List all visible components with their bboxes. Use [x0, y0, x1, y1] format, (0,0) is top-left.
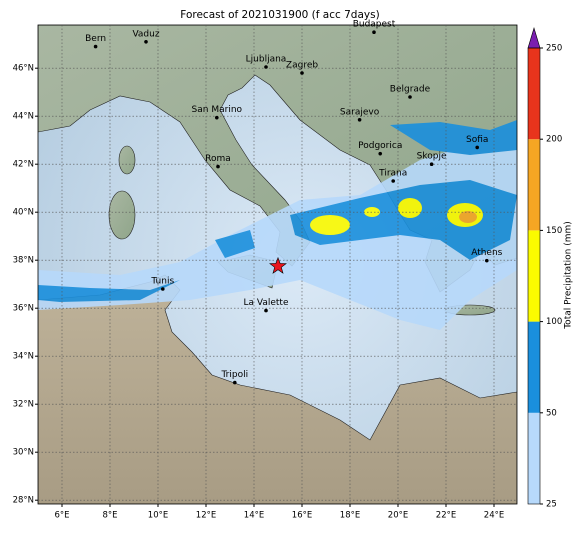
colorbar-segment — [528, 230, 540, 322]
y-tick-label: 28°N — [13, 496, 34, 506]
city-label: Budapest — [353, 20, 396, 30]
city-label: Athens — [471, 248, 502, 258]
city-label: Roma — [205, 154, 231, 164]
city-label: Sarajevo — [340, 107, 380, 117]
city-label: La Valette — [244, 298, 289, 308]
city-marker — [429, 162, 434, 166]
colorbar-label: Total Precipitation (mm) — [564, 221, 574, 330]
sardinia — [108, 190, 136, 240]
city-label: Sofia — [466, 135, 488, 145]
epicenter-star — [269, 256, 287, 274]
map-frame — [37, 24, 518, 505]
colorbar-tick-label: 100 — [546, 317, 562, 327]
city-marker — [216, 164, 220, 169]
colorbar-extend — [527, 26, 541, 49]
city-marker — [264, 308, 268, 313]
city-label: Vaduz — [132, 29, 159, 39]
map-title: Forecast of 2021031900 (f acc 7days) — [180, 9, 379, 21]
x-tick-label: 6°E — [54, 511, 69, 521]
city-label: Tunis — [150, 277, 174, 287]
city-marker — [233, 380, 237, 385]
y-tick-label: 40°N — [13, 208, 34, 218]
city-marker — [357, 118, 362, 122]
x-tick-label: 14°E — [244, 511, 264, 521]
x-tick-label: 8°E — [102, 511, 117, 521]
colorbar-segment — [528, 321, 540, 413]
y-tick-label: 42°N — [13, 160, 34, 170]
city-label: Tripoli — [220, 370, 248, 380]
y-tick-label: 38°N — [13, 256, 34, 266]
colorbar-frame — [527, 47, 541, 505]
colorbar-segment — [528, 412, 540, 504]
city-label: Podgorica — [358, 141, 402, 151]
x-tick-label: 12°E — [196, 511, 216, 521]
city-marker — [378, 151, 383, 156]
city-marker — [144, 40, 148, 44]
precipitation — [38, 120, 517, 330]
colorbar-tick-label: 150 — [546, 226, 562, 236]
city-label: Skopje — [417, 152, 447, 162]
x-tick-label: 16°E — [292, 511, 312, 521]
y-tick-label: 44°N — [13, 112, 34, 122]
corsica — [118, 145, 136, 175]
x-tick-label: 24°E — [484, 511, 504, 521]
x-tick-label: 20°E — [388, 511, 408, 521]
city-marker — [408, 95, 412, 99]
city-marker — [161, 287, 165, 291]
city-marker — [93, 44, 98, 49]
y-tick-label: 30°N — [13, 448, 34, 458]
x-tick-label: 10°E — [148, 511, 168, 521]
city-marker — [372, 30, 376, 34]
city-marker — [391, 179, 396, 183]
y-tick-label: 34°N — [13, 352, 34, 362]
city-label: San Marino — [192, 105, 243, 115]
city-marker — [300, 71, 304, 75]
colorbar-tick-label: 200 — [546, 135, 562, 145]
city-label: Ljubljana — [246, 55, 287, 65]
colorbar-segment — [528, 48, 540, 140]
x-tick-label: 22°E — [436, 511, 456, 521]
y-tick-label: 36°N — [13, 304, 34, 314]
colorbar-tick-label: 50 — [546, 408, 557, 418]
colorbar-tick-label: 250 — [546, 44, 562, 54]
x-tick-label: 18°E — [340, 511, 360, 521]
colorbar-segment — [528, 139, 540, 231]
city-label: Belgrade — [390, 85, 431, 95]
city-marker — [264, 65, 268, 69]
y-tick-label: 32°N — [13, 400, 34, 410]
y-tick-label: 46°N — [13, 64, 34, 74]
city-label: Bern — [85, 34, 106, 44]
colorbar-tick-label: 25 — [546, 500, 557, 510]
city-marker — [485, 258, 489, 263]
city-marker — [475, 145, 480, 150]
city-label: Tirana — [378, 169, 407, 179]
city-marker — [215, 115, 219, 120]
city-label: Zagreb — [286, 61, 318, 71]
